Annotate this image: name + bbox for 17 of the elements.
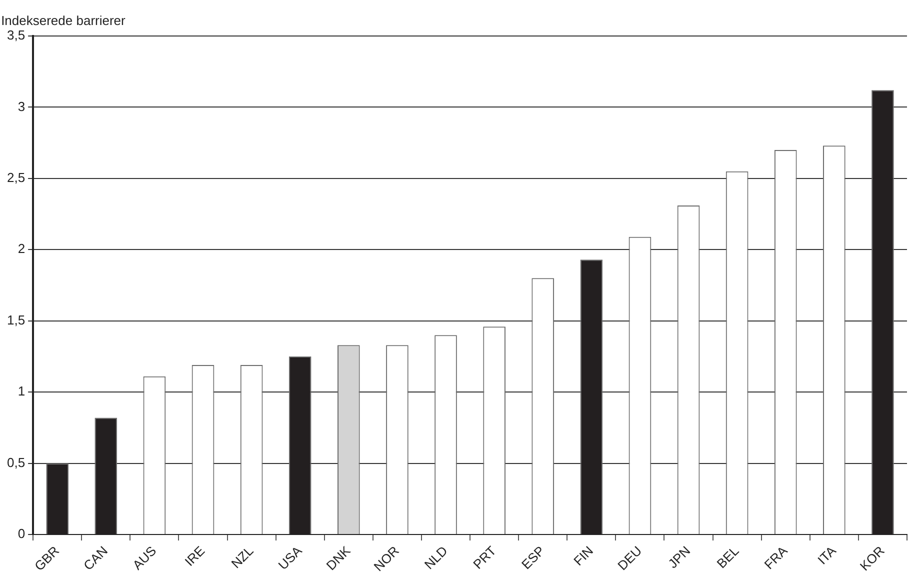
x-tick-label: IRE xyxy=(182,542,208,570)
y-tick-label: 3 xyxy=(18,98,26,114)
x-tick-label: FIN xyxy=(570,543,596,569)
y-tick-label: 1 xyxy=(18,384,26,399)
x-tick-label: USA xyxy=(275,542,305,573)
y-tick-label: 3,5 xyxy=(6,28,26,43)
y-tick-label: 2 xyxy=(18,241,26,256)
y-tick-label: 2,5 xyxy=(6,170,26,186)
y-tick-label: 0 xyxy=(18,526,26,542)
x-tick-label: NZL xyxy=(228,543,256,572)
y-tick-label: 1,5 xyxy=(6,312,26,328)
x-tick-label: BEL xyxy=(714,543,742,572)
y-tick-label: 0,5 xyxy=(6,454,26,470)
x-tick-label: FRA xyxy=(761,542,791,572)
x-tick-label: ITA xyxy=(814,542,840,568)
x-tick-label: JPN xyxy=(665,543,694,572)
y-axis-title: Indekserede barrierer xyxy=(1,13,126,28)
